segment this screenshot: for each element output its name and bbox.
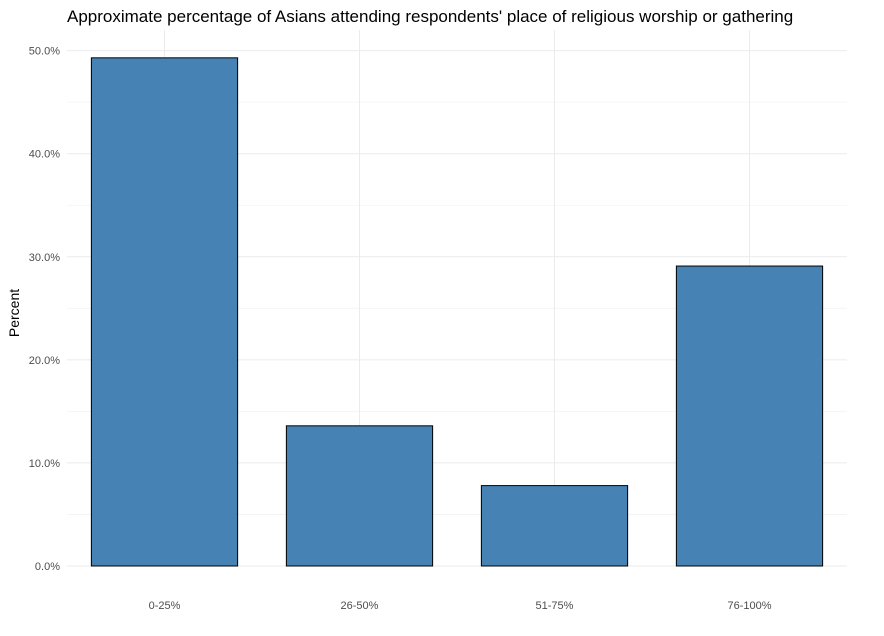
x-tick-label: 0-25% <box>149 600 181 612</box>
y-axis-ticks: 0.0% 10.0% 20.0% 30.0% 40.0% 50.0% <box>29 46 60 573</box>
y-tick-label: 10.0% <box>29 458 60 470</box>
bar-0-25% <box>90 57 239 567</box>
x-axis-ticks: 0-25% 26-50% 51-75% 76-100% <box>149 600 772 612</box>
x-tick-label: 51-75% <box>536 600 574 612</box>
bar-51-75% <box>480 485 629 567</box>
chart-title: Approximate percentage of Asians attendi… <box>67 7 793 26</box>
bar-76-100% <box>675 265 824 567</box>
x-tick-label: 26-50% <box>341 600 379 612</box>
y-tick-label: 20.0% <box>29 355 60 367</box>
x-tick-label: 76-100% <box>727 600 771 612</box>
y-tick-label: 30.0% <box>29 252 60 264</box>
bar-26-50% <box>285 425 434 567</box>
y-tick-label: 0.0% <box>35 561 60 573</box>
y-tick-label: 50.0% <box>29 46 60 58</box>
bars <box>90 57 824 567</box>
y-tick-label: 40.0% <box>29 149 60 161</box>
y-axis-title: Percent <box>6 289 22 337</box>
